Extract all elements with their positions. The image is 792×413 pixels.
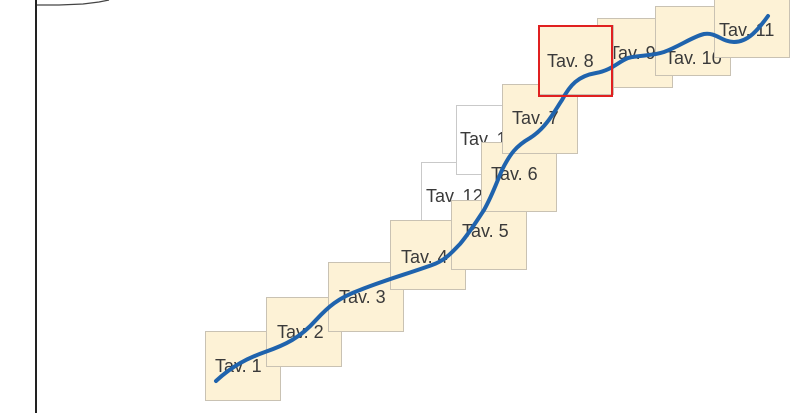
map-edge-mark	[37, 0, 110, 6]
selected-sheet-highlight	[538, 25, 613, 97]
map-frame-border	[35, 0, 37, 413]
route-path	[214, 14, 770, 383]
